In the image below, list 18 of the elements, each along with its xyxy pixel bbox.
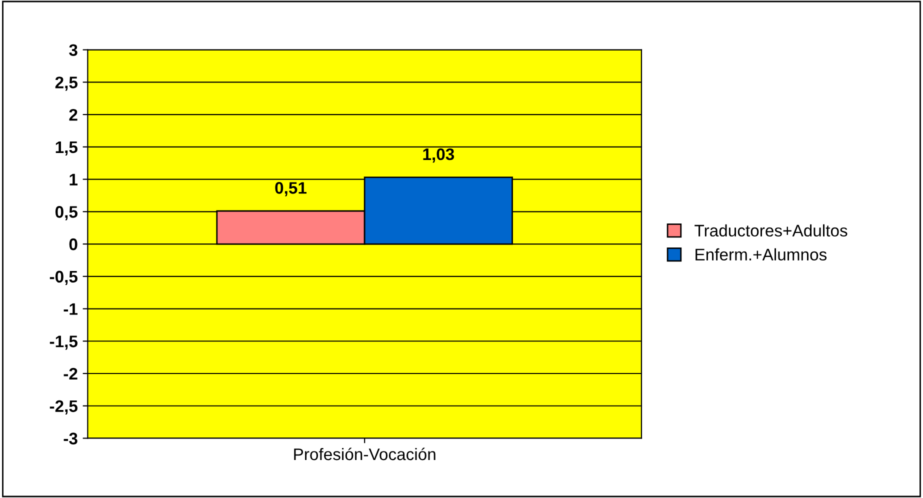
y-tick-label: -2: [64, 368, 78, 380]
y-tick-label: -1,5: [50, 336, 78, 350]
y-tick-label: -3: [64, 432, 78, 444]
data-label: 1,03: [423, 148, 454, 163]
y-tick-label: 2: [69, 108, 78, 121]
y-tick-label: -2,5: [50, 400, 78, 414]
y-tick-label: -0,5: [50, 270, 78, 286]
y-tick-label: 0,5: [55, 206, 78, 220]
y-tick-label: 1,5: [56, 141, 78, 156]
y-tick-label: 1: [70, 174, 78, 186]
y-tick-label: 2,5: [55, 76, 78, 91]
y-tick-label: -1: [64, 303, 78, 315]
x-tick-label: Profesión-Vocación: [294, 448, 436, 460]
y-tick-label: 3: [69, 44, 78, 56]
data-label: 0,51: [275, 182, 306, 196]
y-tick-label: 0: [69, 238, 78, 250]
legend-label: Enferm.+Alumnos: [696, 248, 827, 261]
legend-label: Traductores+Adultos: [694, 224, 848, 237]
